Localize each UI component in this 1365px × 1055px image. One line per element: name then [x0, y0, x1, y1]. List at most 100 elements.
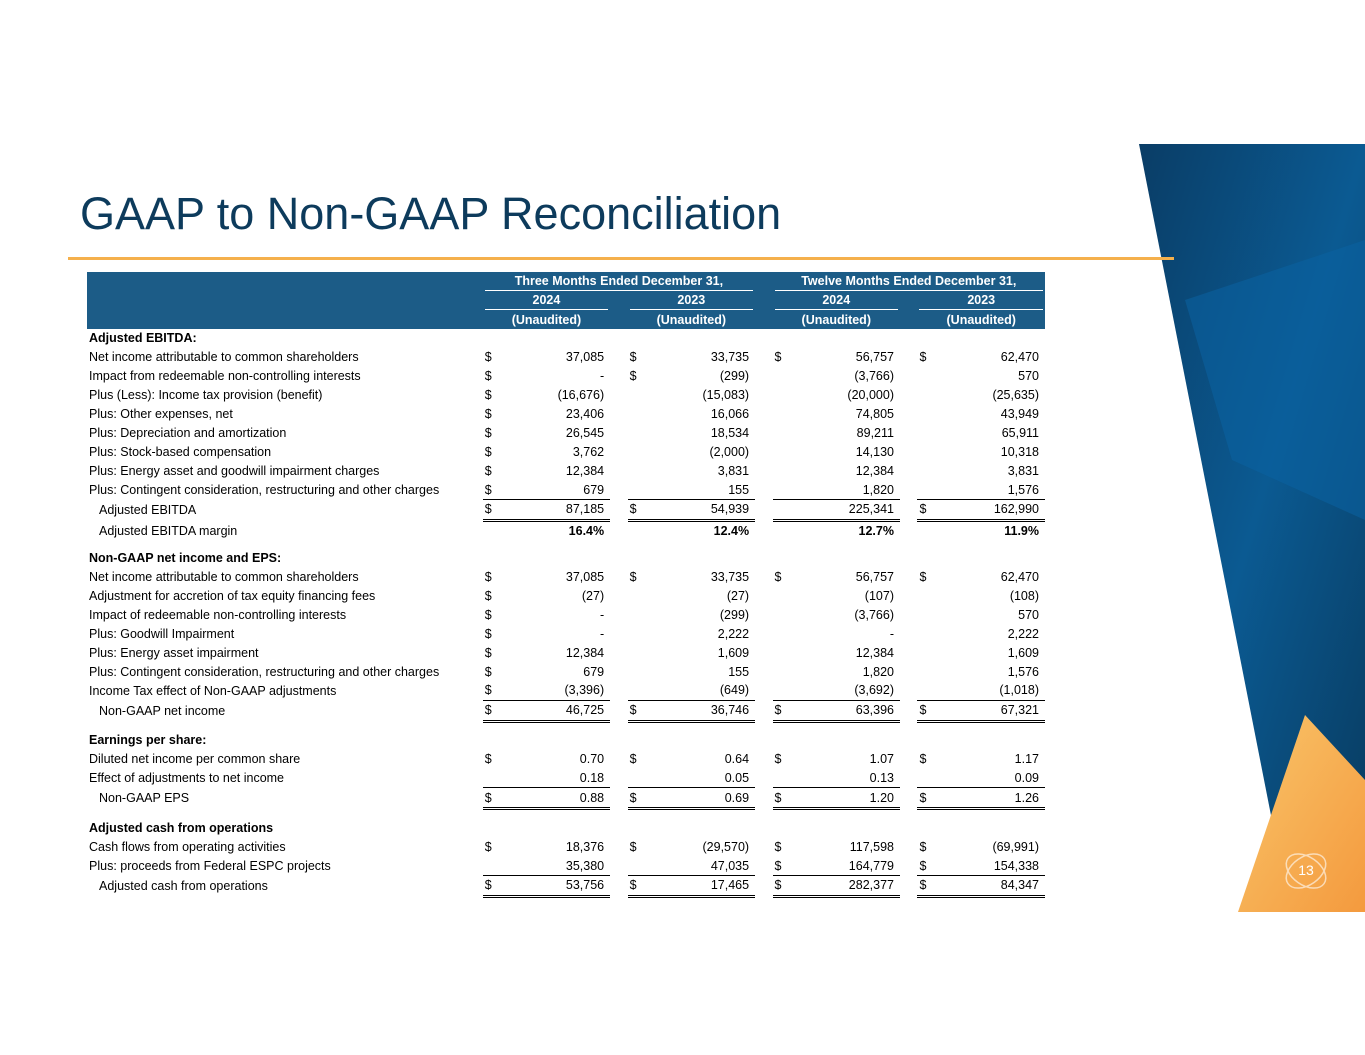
cell-value: 0.05	[724, 771, 750, 786]
currency-symbol	[773, 461, 785, 480]
cell-value: 1,609	[717, 645, 750, 660]
audit-status: (Unaudited)	[627, 310, 756, 329]
currency-symbol: $	[774, 839, 782, 854]
currency-symbol	[628, 386, 640, 405]
column-gap	[755, 624, 772, 643]
cell-value: 12.4%	[639, 519, 756, 541]
year-header: 2024	[482, 291, 611, 310]
currency-symbol	[628, 662, 640, 681]
column-gap	[610, 587, 627, 606]
cell-value: (108)	[1009, 589, 1039, 604]
cell-value: 74,805	[855, 407, 894, 421]
cell-value: 570	[1018, 607, 1039, 622]
currency-symbol	[482, 519, 496, 541]
cell-value: 0.69	[639, 787, 756, 811]
currency-symbol	[917, 605, 929, 624]
cell-value: 282,377	[784, 875, 900, 898]
table-row: Plus: Energy asset impairment $12,384 1,60…	[87, 643, 1045, 662]
cell-value: 56,757	[855, 350, 894, 365]
currency-symbol	[917, 480, 929, 499]
column-gap	[610, 520, 627, 540]
cell-value: 54,939	[639, 499, 756, 522]
cell-value: 3,762	[572, 444, 605, 459]
total-row: Adjusted cash from operations $53,756 $17,…	[87, 875, 1045, 898]
column-gap	[610, 442, 627, 461]
currency-symbol	[628, 643, 640, 662]
cell-value: 117,598	[849, 839, 894, 854]
cell-value: 0.88	[495, 787, 611, 811]
table-row: Diluted net income per common share $0.70…	[87, 750, 1045, 769]
column-gap	[755, 643, 772, 662]
column-gap	[755, 587, 772, 606]
column-gap	[900, 876, 917, 897]
row-label: Non-GAAP net income	[99, 703, 226, 718]
column-gap	[755, 348, 772, 367]
currency-symbol: $	[629, 839, 637, 854]
audit-status-row: (Unaudited) (Unaudited) (Unaudited) (Una…	[87, 310, 1045, 329]
column-gap	[610, 367, 627, 386]
table-row: Adjustment for accretion of tax equity f…	[87, 587, 1045, 606]
column-gap	[755, 700, 772, 721]
total-row: Adjusted EBITDA $87,185 $54,939 225,341 $162…	[87, 499, 1045, 522]
currency-symbol: $	[484, 607, 492, 622]
cell-value: (27)	[726, 589, 750, 604]
currency-symbol	[627, 519, 640, 541]
cell-value: 1,609	[1007, 645, 1039, 660]
column-gap	[610, 750, 627, 769]
column-gap	[900, 480, 917, 499]
table-row: Plus (Less): Income tax provision (benef…	[87, 386, 1045, 405]
section-title: Non-GAAP net income and EPS:	[89, 551, 282, 566]
currency-symbol: $	[484, 444, 492, 459]
row-label: Plus: Energy asset impairment	[89, 645, 259, 660]
currency-symbol: $	[484, 369, 492, 384]
column-gap	[755, 405, 772, 424]
cell-value: 12,384	[855, 645, 894, 660]
section-spacer	[87, 541, 1045, 549]
table-row: Impact from redeemable non-controlling i…	[87, 367, 1045, 386]
cell-value: 679	[583, 482, 605, 497]
period-header-row: Three Months Ended December 31, Twelve M…	[87, 272, 1045, 291]
column-gap	[610, 461, 627, 480]
column-gap	[755, 520, 772, 540]
page-title: GAAP to Non-GAAP Reconciliation	[80, 188, 782, 239]
currency-symbol: $	[629, 369, 637, 384]
column-gap	[610, 643, 627, 662]
cell-value: (649)	[719, 683, 750, 698]
cell-value: 1.20	[784, 787, 900, 811]
cell-value: 1.07	[869, 752, 894, 767]
row-label: Plus: Other expenses, net	[89, 407, 233, 421]
cell-value: (29,570)	[702, 839, 750, 854]
table-row: Plus: Contingent consideration, restruct…	[87, 662, 1045, 681]
cell-value: (299)	[719, 607, 750, 622]
cell-value: 65,911	[1001, 425, 1039, 440]
column-gap	[900, 681, 917, 700]
table-row: Plus: Goodwill Impairment $ - 2,222 - 2,222	[87, 624, 1045, 643]
currency-symbol: $	[917, 699, 930, 723]
cell-value: 18,376	[565, 839, 605, 854]
cell-value: 89,211	[856, 425, 894, 440]
currency-symbol	[773, 480, 785, 499]
column-gap	[900, 348, 917, 367]
cell-value: 1.17	[1014, 752, 1039, 767]
cell-value: (27)	[581, 589, 605, 604]
cell-value: (3,692)	[854, 683, 894, 698]
currency-symbol: $	[772, 787, 785, 811]
row-label: Plus: proceeds from Federal ESPC project…	[89, 858, 331, 873]
column-gap	[900, 568, 917, 587]
row-label: Adjusted EBITDA margin	[99, 523, 238, 538]
column-gap	[610, 788, 627, 809]
currency-symbol	[773, 662, 785, 681]
cell-value: 225,341	[784, 499, 900, 522]
section-title-row: Earnings per share:	[87, 731, 1045, 750]
cell-value: (15,083)	[702, 388, 750, 403]
column-gap	[755, 442, 772, 461]
column-gap	[900, 520, 917, 540]
currency-symbol: $	[774, 858, 782, 873]
column-gap	[610, 876, 627, 897]
cell-value: 63,396	[784, 699, 900, 723]
table-row: Effect of adjustments to net income 0.18 0…	[87, 769, 1045, 788]
currency-symbol: $	[917, 787, 930, 811]
currency-symbol	[628, 423, 640, 442]
column-gap	[610, 568, 627, 587]
row-label: Effect of adjustments to net income	[89, 771, 285, 786]
